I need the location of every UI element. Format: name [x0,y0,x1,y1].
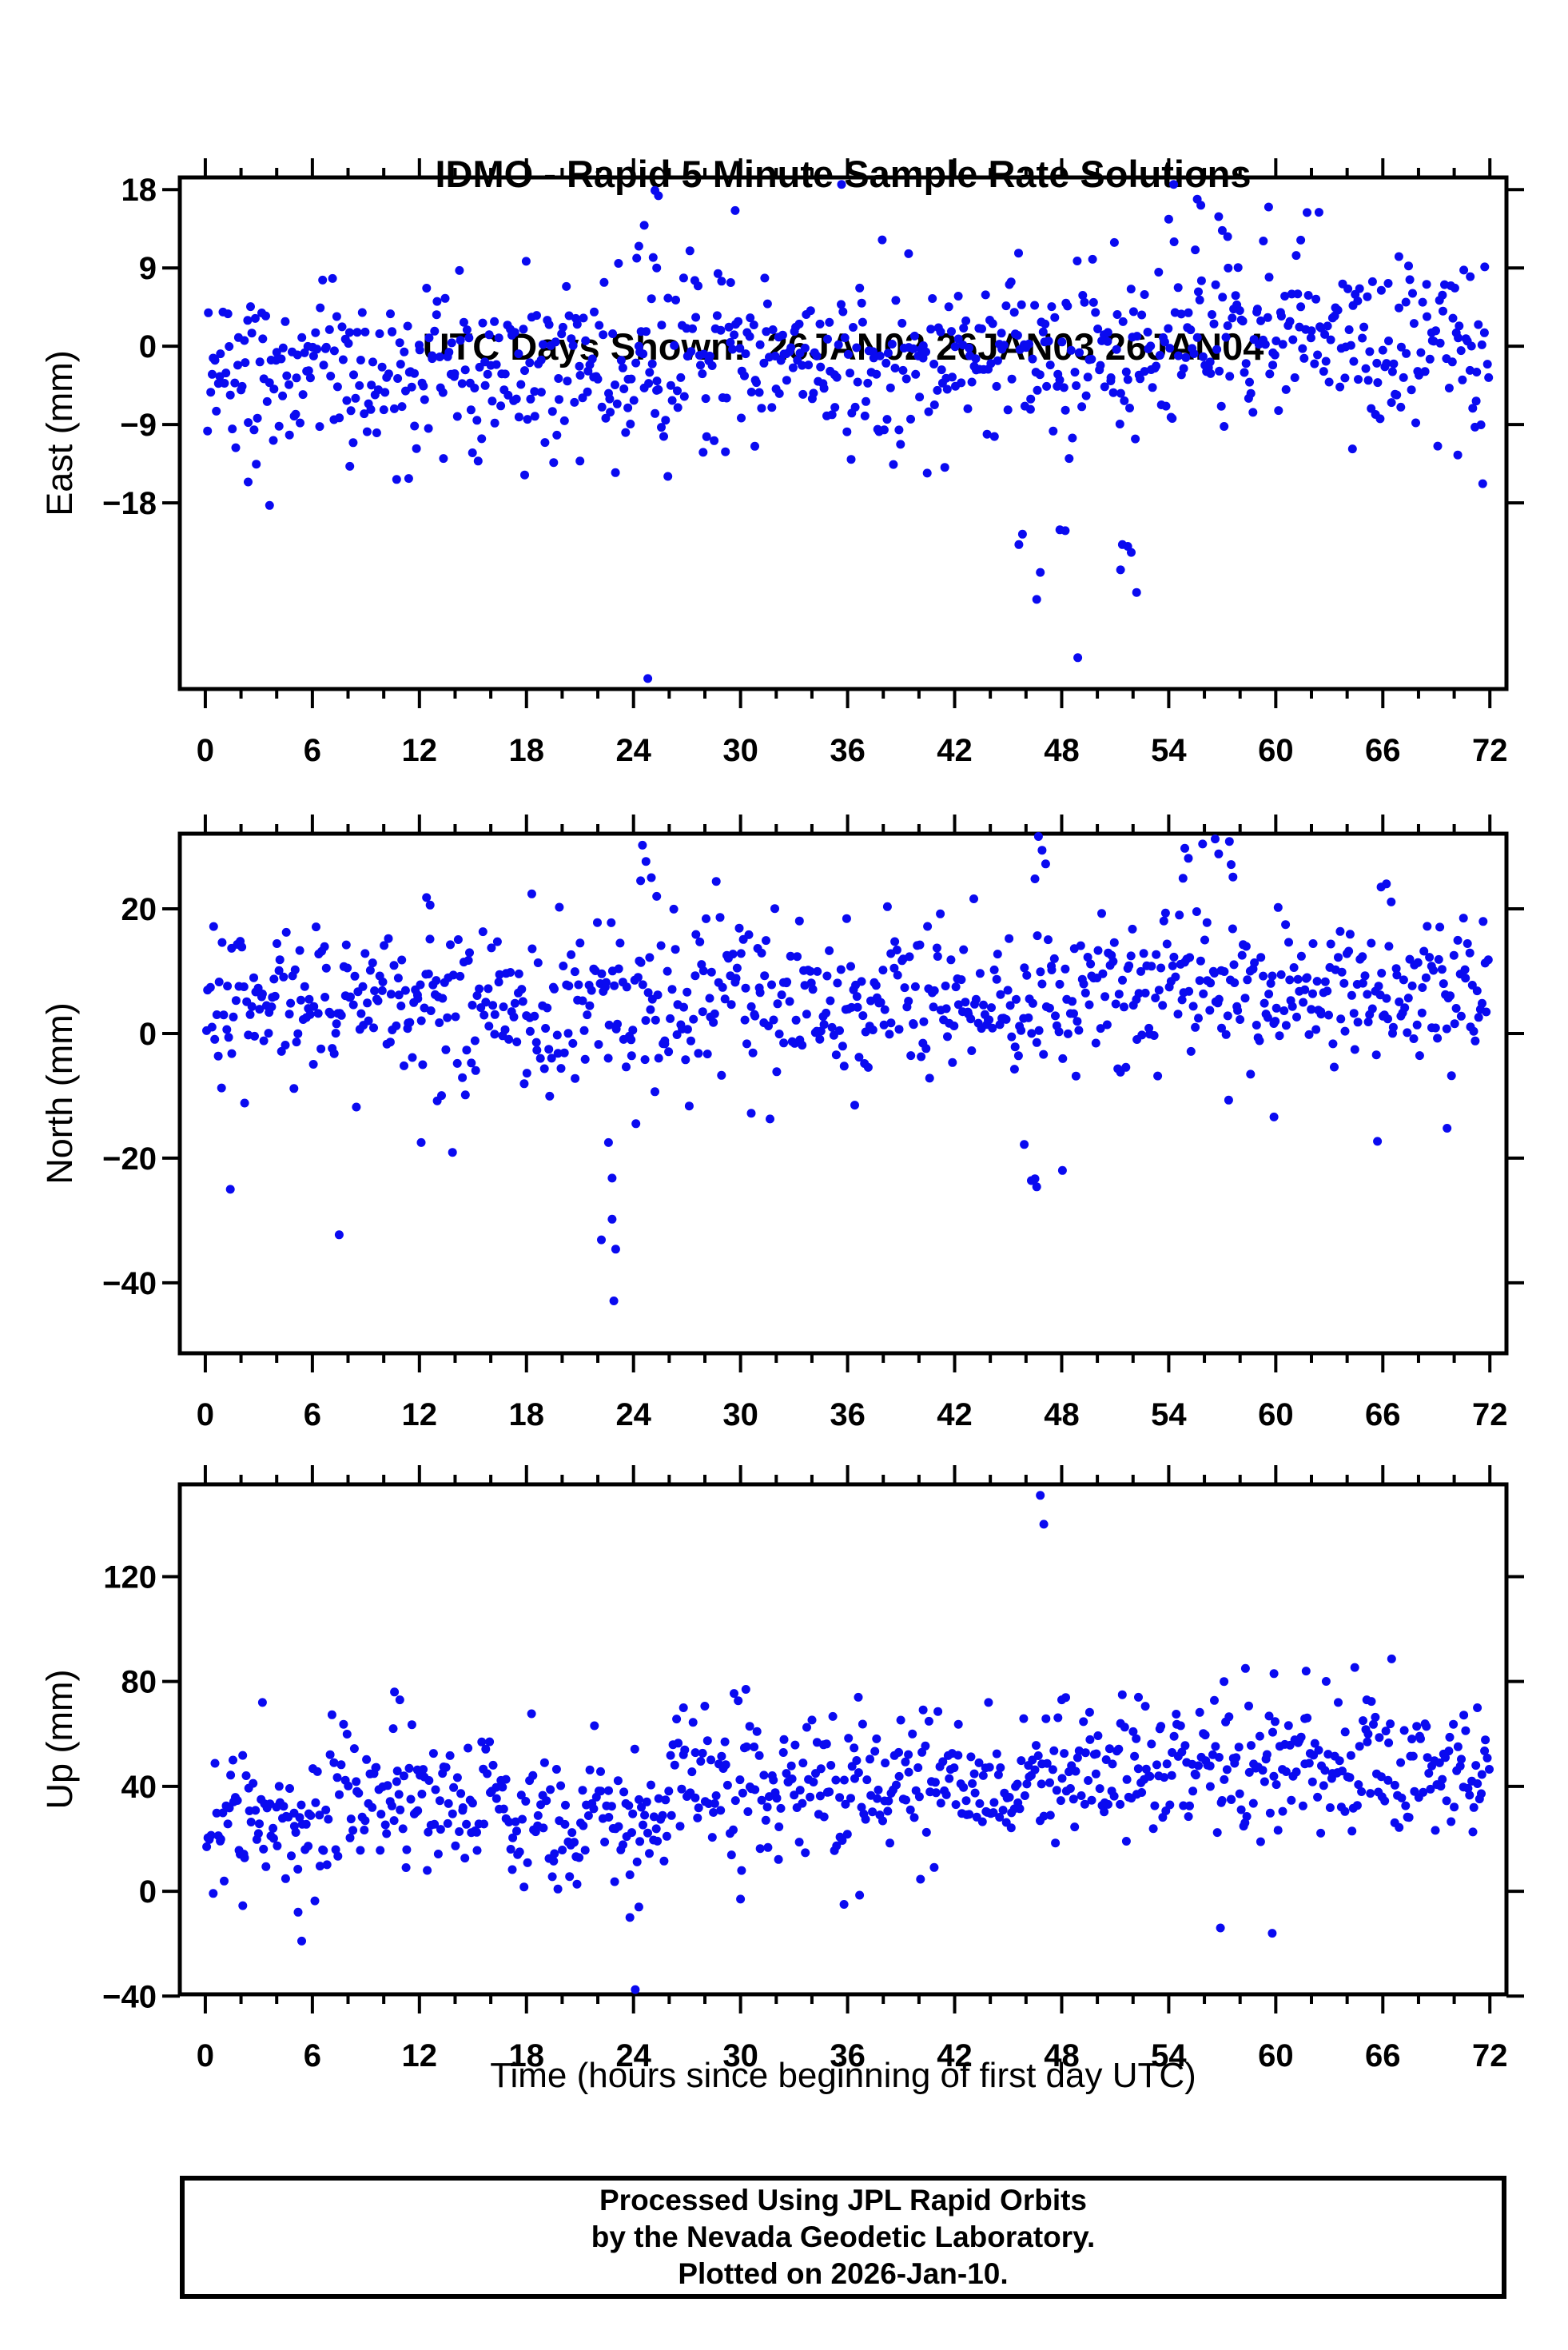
y-tick-label: −18 [102,486,157,521]
x-tick-label: 30 [722,1397,758,1432]
footer-line-2: by the Nevada Geodetic Laboratory. [591,2221,1096,2253]
x-tick-label: 18 [509,1397,545,1432]
y-tick-label: 80 [121,1665,157,1700]
x-tick-label: 42 [937,1397,973,1432]
y-tick-label: 0 [139,1874,157,1910]
x-tick-label: 36 [830,733,866,768]
footer-line-3: Plotted on 2026-Jan-10. [678,2257,1009,2290]
up-panel: 0 6 12 18 24 30 36 42 48 54 60 66 72 120 80 40 0 −40 [102,1465,1524,2073]
x-tick-label: 30 [722,2038,758,2073]
y-tick-label: −9 [120,408,157,443]
x-tick-label: 72 [1472,1397,1508,1432]
x-tick-label: 0 [197,733,214,768]
x-tick-label: 66 [1365,2038,1401,2073]
x-tick-label: 42 [937,2038,973,2073]
x-tick-label: 48 [1044,733,1080,768]
x-tick-label: 54 [1151,733,1187,768]
y-tick-label: −40 [102,1266,157,1301]
north-panel: 0 6 12 18 24 30 36 42 48 54 60 66 72 20 0 −20 −40 [102,815,1524,1432]
x-tick-label: 6 [304,1397,321,1432]
east-panel: 0 6 12 18 24 30 36 42 48 54 60 66 72 18 9 0 −9 −18 [102,158,1524,768]
x-tick-label: 66 [1365,1397,1401,1432]
up-frame [177,1482,1509,1997]
title-line-1: IDMO - Rapid 5 Minute Sample Rate Soluti… [435,153,1252,195]
up-points [202,1491,1494,1994]
x-tick-label: 24 [615,2038,651,2073]
north-frame [177,831,1509,1356]
up-ticks [162,1465,1524,2013]
x-tick-label: 54 [1151,1397,1187,1432]
east-frame [177,175,1509,691]
y-tick-label: 20 [121,892,157,927]
x-tick-label: 42 [937,733,973,768]
x-tick-label: 72 [1472,733,1508,768]
x-tick-label: 24 [615,1397,651,1432]
x-tick-label: 6 [304,2038,321,2073]
y-tick-label: 40 [121,1770,157,1805]
x-tick-label: 0 [197,2038,214,2073]
x-tick-label: 66 [1365,733,1401,768]
x-tick-label: 24 [615,733,651,768]
x-tick-label: 18 [509,2038,545,2073]
x-tick-label: 48 [1044,2038,1080,2073]
east-points [203,180,1494,683]
x-tick-label: 6 [304,733,321,768]
x-tick-label: 0 [197,1397,214,1432]
x-tick-label: 18 [509,733,545,768]
x-tick-label: 12 [402,2038,438,2073]
y-tick-label: 0 [139,329,157,364]
north-ticks [162,815,1524,1372]
x-tick-label: 60 [1258,2038,1294,2073]
y-tick-label: 0 [139,1017,157,1052]
x-tick-label: 60 [1258,733,1294,768]
x-tick-label: 36 [830,1397,866,1432]
y-tick-label: 120 [103,1559,157,1595]
x-tick-label: 30 [722,733,758,768]
y-tick-label: 18 [121,173,157,208]
x-tick-label: 48 [1044,1397,1080,1432]
x-tick-label: 36 [830,2038,866,2073]
y-tick-label: −20 [102,1141,157,1177]
x-tick-label: 60 [1258,1397,1294,1432]
east-ticks [162,158,1524,708]
north-points [202,832,1493,1305]
y-tick-label: −40 [102,1979,157,2014]
x-tick-label: 12 [402,1397,438,1432]
y-tick-label: 9 [139,251,157,286]
x-tick-label: 54 [1151,2038,1187,2073]
footer-box: Processed Using JPL Rapid Orbits by the … [180,2176,1506,2299]
x-tick-label: 12 [402,733,438,768]
x-axis-label: Time (hours since beginning of first day… [490,2056,1196,2095]
x-tick-label: 72 [1472,2038,1508,2073]
footer-line-1: Processed Using JPL Rapid Orbits [599,2184,1087,2217]
